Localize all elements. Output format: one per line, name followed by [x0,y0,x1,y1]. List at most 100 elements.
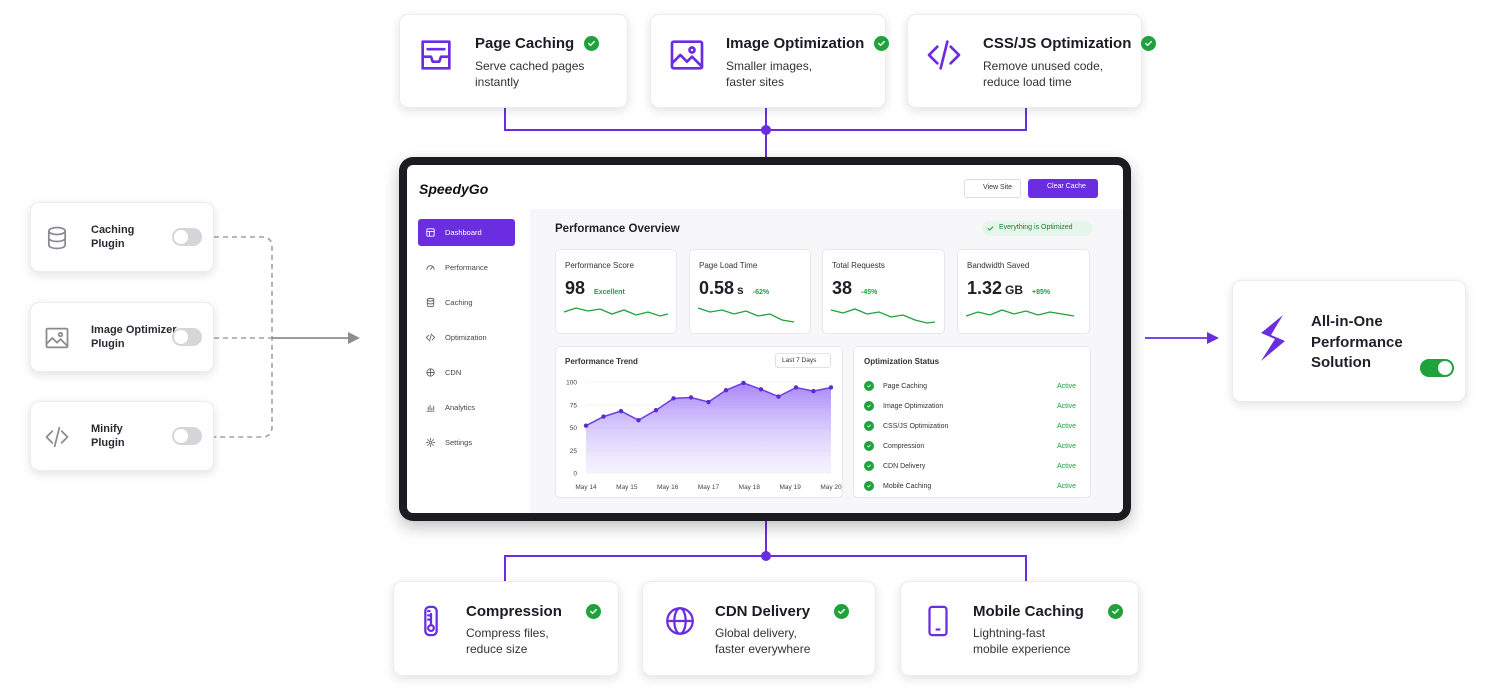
check-badge [864,441,874,451]
y-tick-label: 25 [570,448,578,455]
logo: SpeedyGo [419,181,489,197]
feature-description: Compress files, [466,626,549,640]
icon-part [1145,40,1153,47]
icon-part [426,299,435,308]
status-state: Active [1057,402,1077,410]
feature-title-row: Image Optimization [726,35,890,52]
icon-part [965,309,1075,317]
feature-description: Lightning-fast [973,626,1046,640]
icon [425,333,436,342]
trend-card: Performance Trend Last 7 Days 0 25 50 75 100 Ma… [555,346,843,498]
stat-card: Performance Score 98 Excellent [555,249,677,334]
plugin-name: Minify [91,423,123,435]
nav-item[interactable]: Optimization [445,333,487,342]
feature-description: mobile experience [973,642,1071,656]
status-name: Mobile Caching [883,482,932,490]
check-badge [1107,604,1123,619]
feature-title: Compression [466,603,562,620]
range-select[interactable]: Last 7 Days [775,353,831,368]
icon-part [1111,608,1119,615]
nav-item[interactable]: Dashboard [445,228,482,237]
solution-card: All-in-One Performance Solution [1232,280,1466,402]
tablet: SpeedyGo View Site Clear Cache Dashboard Per… [399,157,1131,521]
icon-part [878,40,886,47]
stat-row: 98 Excellent [565,278,625,299]
feature-card: Image Optimization Smaller images, faster … [650,14,890,108]
sparkline [965,309,1075,317]
toggle[interactable] [172,328,202,346]
x-tick-label: May 17 [698,484,720,491]
button[interactable]: Clear Cache [1028,179,1098,198]
feature-title: Mobile Caching [973,603,1084,620]
icon-part [45,327,69,349]
icon [426,297,435,308]
check-badge [584,36,600,51]
toggle[interactable] [1420,359,1454,377]
icon-part [867,384,871,388]
icon-part [426,368,435,377]
badge-text: Everything is Optimized [999,224,1073,231]
nav-item[interactable]: CDN [445,368,462,377]
feature-title: Image Optimization [726,35,865,52]
point [583,423,589,428]
stat-label: Bandwidth Saved [967,261,1030,270]
icon [426,404,435,412]
stat-card: Total Requests 38 -45% [822,249,945,334]
toggle[interactable] [172,427,202,445]
toggle-knob [174,429,188,443]
status-state: Active [1057,382,1077,390]
icon [928,605,948,637]
feature-title-row: CDN Delivery [715,603,850,620]
stat-unit: GB [1005,283,1024,297]
button[interactable]: View Site [964,179,1021,198]
nav-item[interactable]: Caching [445,298,473,307]
icon-part [425,437,436,448]
heading: Performance Overview [555,223,680,235]
status-state: Active [1057,442,1077,450]
icon-part [867,464,871,468]
sparkline [697,307,795,323]
icon-part [838,608,845,615]
icon-part [927,40,961,70]
icon [670,40,704,70]
stat-unit: s [737,283,744,297]
feature-description: Serve cached pages [475,59,585,73]
feature-title-row: Mobile Caching [973,603,1123,620]
plugin-card: Minify Plugin [30,401,214,471]
stat-value: 98 [565,278,586,298]
icon-part [45,426,69,448]
icon-part [424,605,438,637]
sparkline [830,308,936,324]
nav-item[interactable]: Settings [445,438,473,447]
stat-change: +85% [1032,289,1051,296]
toggle[interactable] [172,228,202,246]
icon [867,484,871,488]
nav-item[interactable]: Analytics [445,403,476,412]
status-title: Optimization Status [864,357,940,366]
status-state: Active [1057,462,1077,470]
status-name: CSS/JS Optimization [883,422,949,430]
icon-part [697,307,795,323]
icon-part [867,484,871,488]
feature-description: reduce size [466,642,528,656]
icon [426,228,435,237]
plugin-name: Plugin [91,437,125,449]
solution-text: Performance [1311,333,1403,351]
icon-part [426,265,435,270]
icon [47,226,67,250]
icon-part [670,53,704,68]
status-name: Page Caching [883,382,927,390]
icon-part [563,307,669,317]
icon-part [47,230,67,250]
check-badge [834,604,850,619]
icon [421,40,451,70]
icon [424,605,438,637]
x-tick-label: May 14 [575,484,597,491]
check-badge [864,421,874,431]
point [828,385,834,390]
area [586,382,831,473]
toggle-knob [174,330,188,344]
nav-item[interactable]: Performance [445,263,488,272]
icon-part [45,337,69,348]
sparkline [563,307,669,317]
